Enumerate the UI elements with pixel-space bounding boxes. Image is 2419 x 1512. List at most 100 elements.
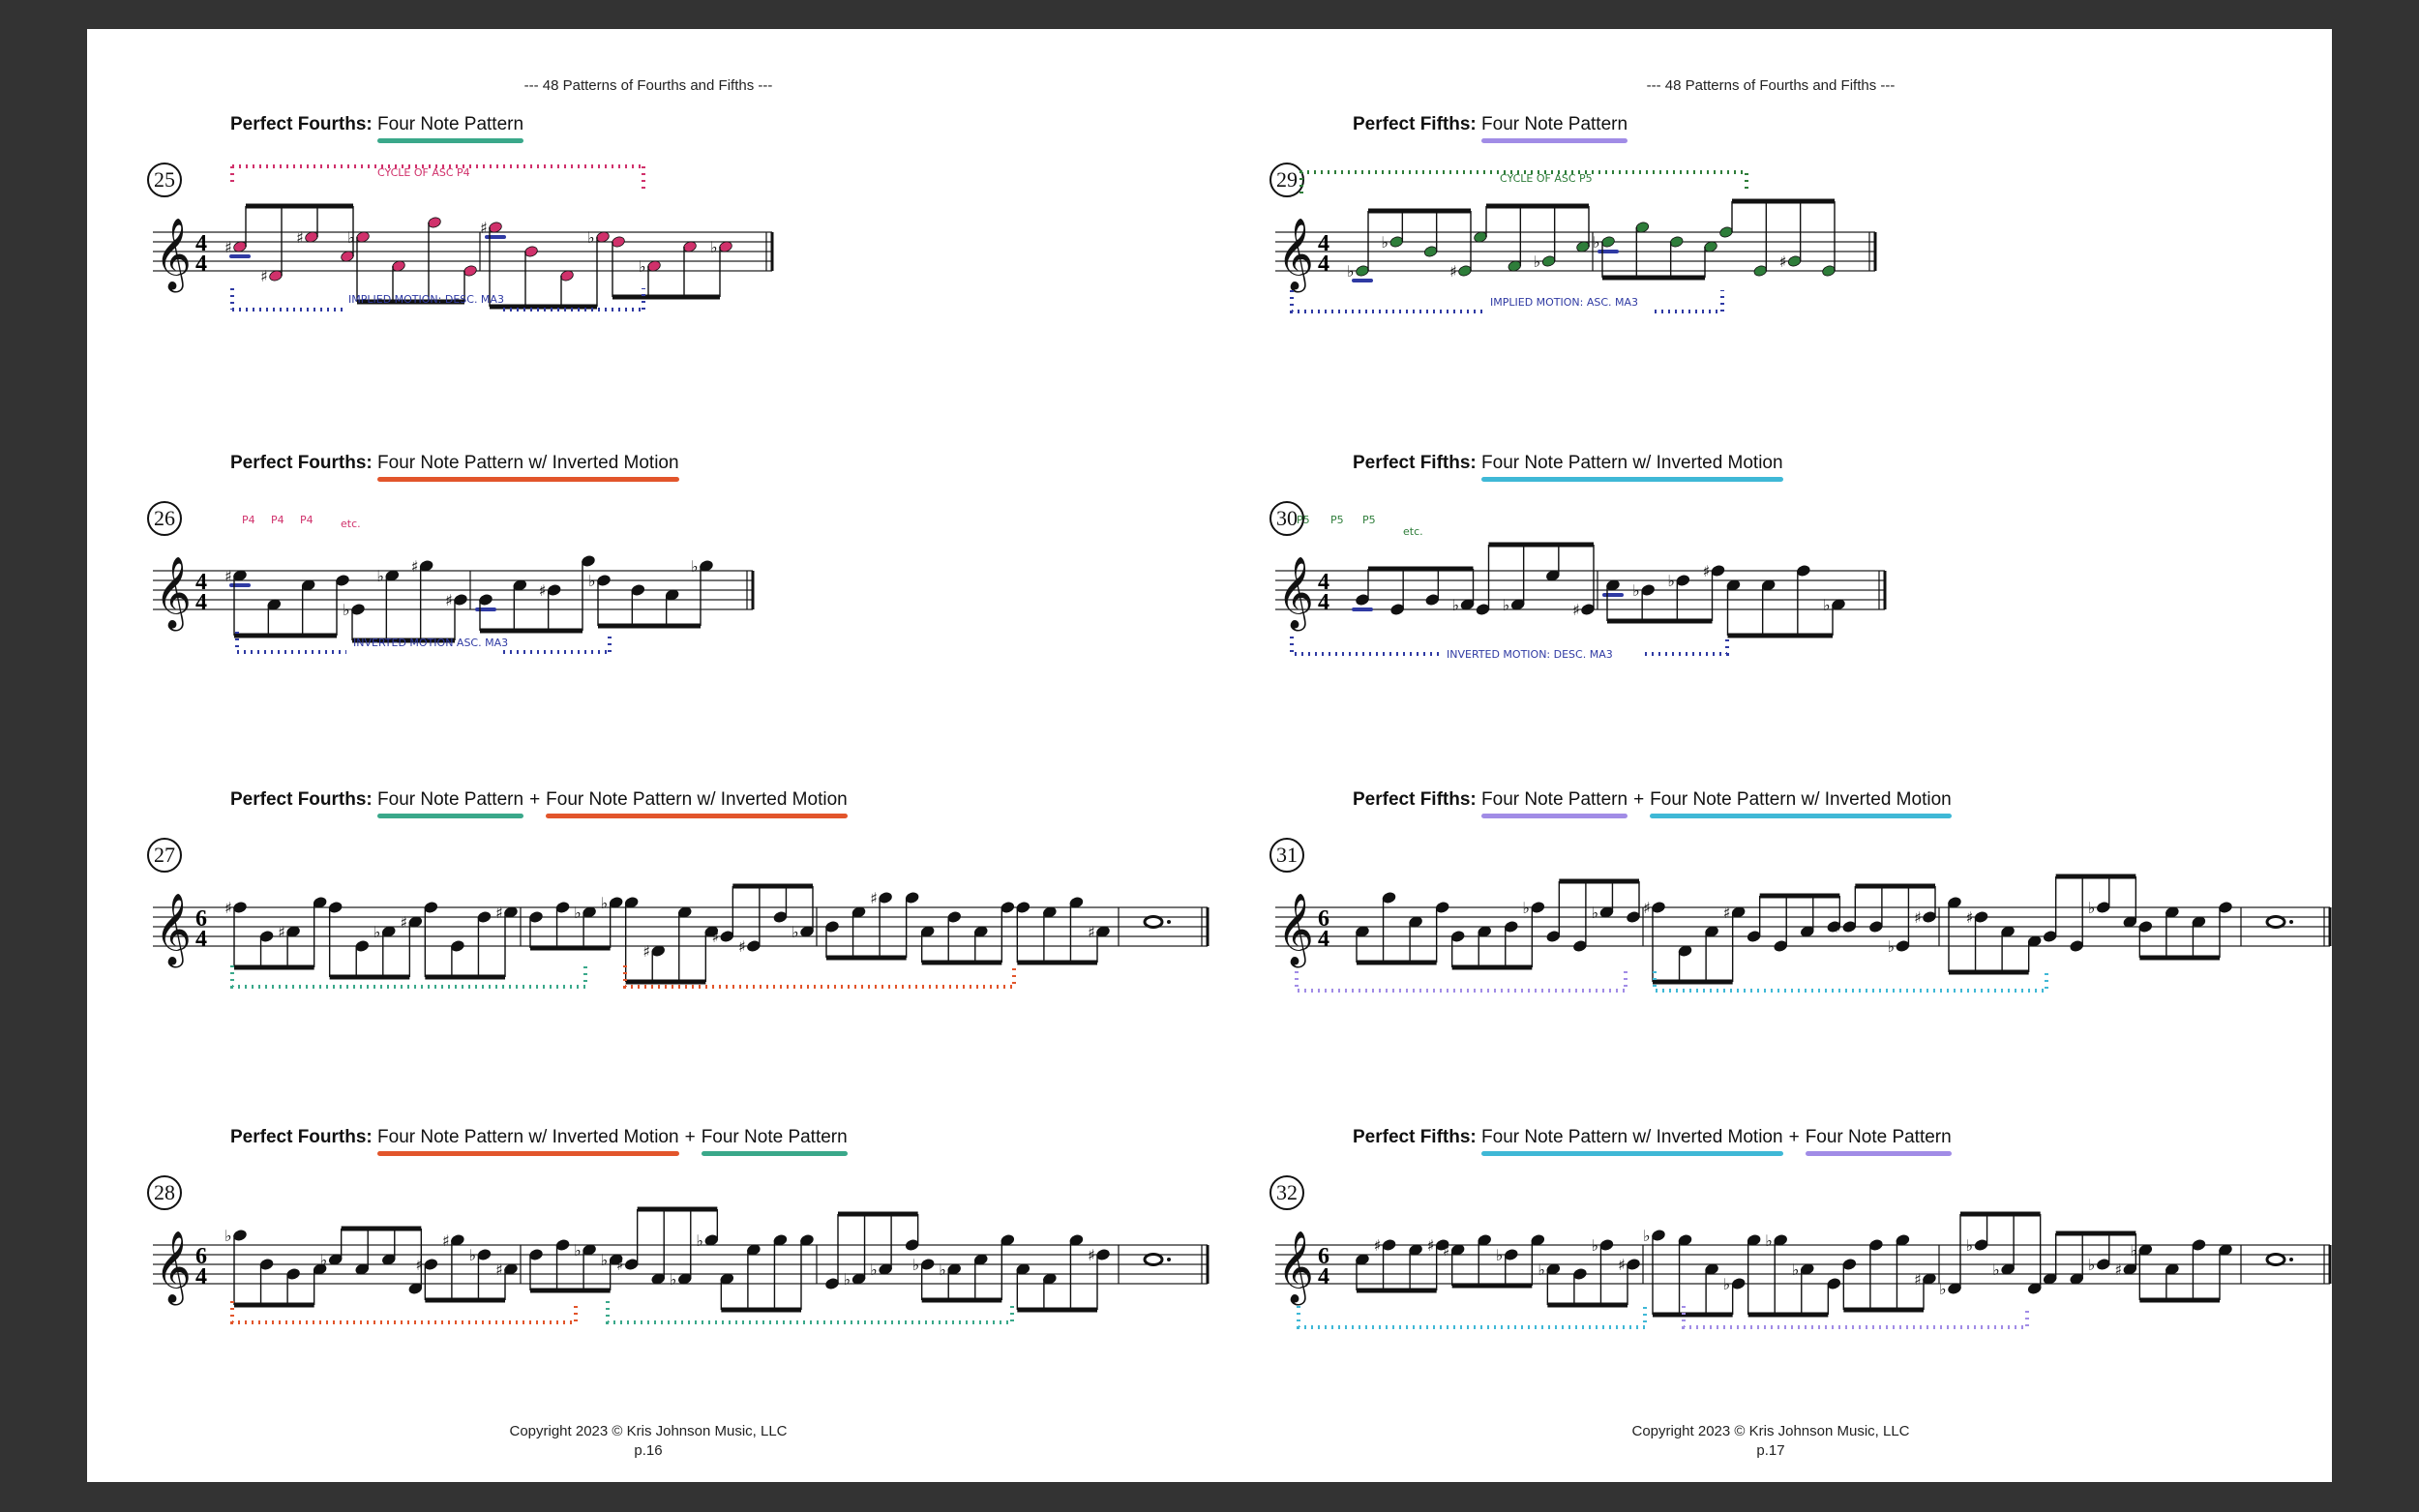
accidental-icon: ♯ xyxy=(260,267,268,285)
accidental-icon: ♯ xyxy=(642,942,650,961)
accidental-icon: ♯ xyxy=(711,928,719,946)
time-sig-bottom: 4 xyxy=(1318,590,1329,615)
interval-annotation: P4 xyxy=(300,514,314,526)
plus-sign: + xyxy=(684,1127,696,1147)
interval-label: Perfect Fifths: xyxy=(1353,1127,1477,1147)
dot xyxy=(1167,1258,1171,1261)
accidental-icon: ♯ xyxy=(1088,923,1095,941)
staff-system: 𝄞 ♭ ♭ ♯ ♯ ♭ ♯ ♭ ♭ ♯ ♭ ♭ ♭ ♭ ♭ ♭ ♯ 6 4 xyxy=(153,1206,1210,1324)
bottom-bracket xyxy=(1295,971,1628,993)
running-head: --- 48 Patterns of Fourths and Fifths --… xyxy=(1646,77,1896,94)
accidental-icon: ♭ xyxy=(1591,904,1598,922)
staff-graphics: 𝄞 ♭ ♭ ♯ ♯ ♯ ♭ ♯ ♯ ♭ xyxy=(1275,874,2332,985)
accidental-icon: ♯ xyxy=(400,913,407,932)
staff-graphics: 𝄞 ♭ ♭ ♯ ♭ ♭ ♯ ♭ xyxy=(1275,542,1887,638)
interval-label: Perfect Fourths: xyxy=(230,114,373,134)
accidental-icon: ♭ xyxy=(1823,596,1831,614)
bottom-bracket xyxy=(1655,290,1724,313)
staff-system: 𝄞 ♭ ♭ ♯ ♭ ♭ ♯ CYCLE OF ASC P5 IMPLIED MOTION: … xyxy=(1275,170,1877,313)
accidental-icon: ♭ xyxy=(1347,262,1355,281)
accidental-icon: ♭ xyxy=(1593,233,1600,252)
bottom-bracket xyxy=(230,965,587,989)
accidental-icon: ♯ xyxy=(1427,1236,1435,1255)
accidental-icon: ♭ xyxy=(587,228,595,247)
accidental-icon: ♭ xyxy=(2088,899,2096,917)
accidental-icon: ♭ xyxy=(1887,937,1895,956)
time-sig-top: 6 xyxy=(195,1244,207,1269)
page-number: p.16 xyxy=(634,1442,663,1459)
treble-clef-icon: 𝄞 xyxy=(1277,219,1314,293)
accidental-icon: ♯ xyxy=(224,238,232,256)
page-footer: Copyright 2023 © Kris Johnson Music, LLC… xyxy=(87,1422,1210,1461)
time-sig-top: 4 xyxy=(195,570,207,595)
time-sig-bottom: 4 xyxy=(1318,927,1329,952)
bottom-bracket xyxy=(606,1301,1014,1324)
accidental-icon: ♭ xyxy=(710,238,718,256)
accidental-icon: ♯ xyxy=(415,1256,423,1274)
treble-clef-icon: 𝄞 xyxy=(1277,557,1314,632)
accidental-icon: ♭ xyxy=(1538,1260,1545,1279)
staff-system: 𝄞 ♯ ♯ ♯ ♭ ♭ ♭ ♯ ♭ ♭ ♭ ♭ ♯ ♭ ♭ ♭ ♭ ♯ ♭ 6 4 xyxy=(1275,1211,2332,1329)
pattern-label: Four Note Pattern xyxy=(701,1127,848,1156)
accidental-icon: ♭ xyxy=(574,904,582,922)
accidental-icon: ♯ xyxy=(870,889,878,907)
accidental-icon: ♭ xyxy=(670,1270,677,1289)
whole-note xyxy=(1143,1253,1164,1266)
pattern-label: Four Note Pattern w/ Inverted Motion xyxy=(1481,1127,1783,1156)
whole-note xyxy=(2265,915,2286,929)
plus-sign: + xyxy=(1788,1127,1800,1147)
dot xyxy=(2289,1258,2293,1261)
bottom-bracket xyxy=(1290,637,1442,656)
pattern-label: Four Note Pattern xyxy=(1805,1127,1952,1156)
accidental-icon: ♭ xyxy=(1765,1231,1773,1250)
accidental-icon: ♯ xyxy=(224,567,232,585)
accidental-icon: ♭ xyxy=(1723,1275,1731,1293)
accidental-icon: ♭ xyxy=(844,1270,851,1289)
exercise-number: 30 xyxy=(1269,501,1304,536)
accidental-icon: ♯ xyxy=(1914,908,1922,927)
interval-annotation: P5 xyxy=(1330,514,1344,526)
accidental-icon: ♭ xyxy=(468,1246,476,1264)
bottom-bracket xyxy=(623,965,1016,989)
accidental-icon: ♭ xyxy=(939,1260,946,1279)
accidental-icon: ♭ xyxy=(1939,1280,1947,1298)
interval-annotation: P4 xyxy=(242,514,255,526)
exercise-title: Perfect Fifths: Four Note Pattern xyxy=(1353,114,1628,143)
accidental-icon: ♯ xyxy=(738,937,746,956)
time-sig-top: 6 xyxy=(1318,1244,1329,1269)
accidental-icon: ♯ xyxy=(1572,601,1580,619)
accidental-icon: ♯ xyxy=(480,219,488,237)
accidental-icon: ♭ xyxy=(639,257,646,276)
top-annotation: CYCLE OF ASC P5 xyxy=(1500,172,1593,185)
accidental-icon: ♭ xyxy=(2130,1241,2137,1260)
interval-label: Perfect Fourths: xyxy=(230,1127,373,1147)
top-bracket xyxy=(1299,170,1748,193)
accidental-icon: ♭ xyxy=(1792,1260,1800,1279)
accidental-icon: ♭ xyxy=(791,923,799,941)
interval-annotation: P5 xyxy=(1297,514,1310,526)
staff-system: 𝄞 ♯ ♯ ♯ ♭ ♯ ♭ ♭ ♭ CYCLE OF ASC P4 IMPLIED MOTION… xyxy=(153,164,774,311)
dot xyxy=(2289,920,2293,924)
accidental-icon: ♭ xyxy=(601,894,609,912)
pattern-label: Four Note Pattern w/ Inverted Motion xyxy=(546,789,848,818)
accidental-icon: ♯ xyxy=(1834,918,1841,936)
bottom-bracket xyxy=(1290,290,1485,313)
bottom-bracket xyxy=(1653,971,2048,993)
accidental-icon: ♯ xyxy=(1443,1241,1450,1260)
exercise-number: 27 xyxy=(147,838,182,873)
dot xyxy=(1167,920,1171,924)
time-sig-top: 6 xyxy=(1318,906,1329,932)
accidental-icon: ♭ xyxy=(1632,581,1640,600)
time-sig-bottom: 4 xyxy=(195,1264,207,1290)
exercise-number: 26 xyxy=(147,501,182,536)
accidental-icon: ♭ xyxy=(1643,1227,1651,1245)
staff-system: 𝄞 ♭ ♭ ♯ ♭ ♭ ♯ ♭ P5 P5 P5 etc. INVERTED MOTION: … xyxy=(1275,514,1887,661)
plus-sign: + xyxy=(529,789,541,810)
bottom-annotation: INVERTED MOTION: DESC. MA3 xyxy=(1447,648,1613,661)
top-annotation: CYCLE OF ASC P4 xyxy=(377,166,470,179)
exercise-title: Perfect Fourths: Four Note Pattern + Four … xyxy=(230,789,848,818)
treble-clef-icon: 𝄞 xyxy=(155,894,192,968)
treble-clef-icon: 𝄞 xyxy=(1277,1231,1314,1306)
interval-annotation: etc. xyxy=(341,518,361,530)
interval-annotation: etc. xyxy=(1403,525,1423,538)
